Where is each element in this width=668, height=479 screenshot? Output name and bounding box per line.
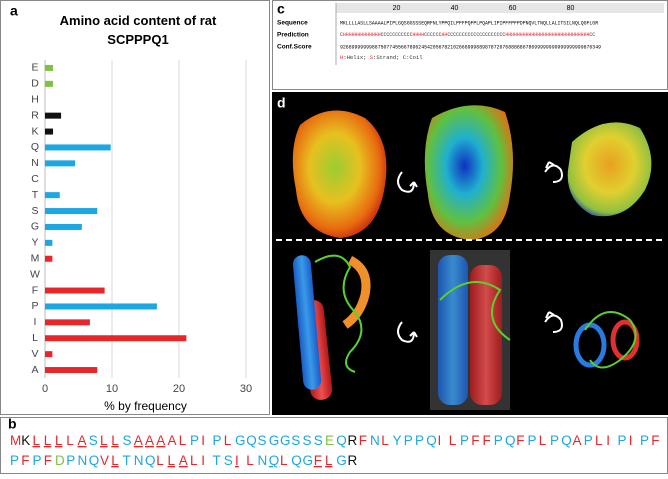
y-tick-label: V: [31, 348, 38, 360]
bar: [45, 367, 98, 374]
panel-c-frame: [272, 0, 668, 90]
y-tick-label: S: [31, 205, 38, 217]
row-text: CHHHHHHHHHHHHHCCCCCCCCCCCHHHHCCCCCCHHCCC…: [340, 32, 595, 38]
x-tick-label: 10: [106, 383, 118, 395]
bar: [45, 80, 54, 87]
sequence-line: P F P F D P N QV L T N QL L A L I T S I L N QL QGF L GR: [10, 453, 358, 468]
row-label: Sequence: [277, 20, 308, 27]
y-tick-label: T: [32, 189, 39, 201]
bar: [45, 192, 60, 199]
coil: [314, 254, 363, 373]
row-label: Prediction: [277, 32, 309, 39]
bar: [45, 239, 53, 246]
ruler-bar: [336, 3, 664, 13]
y-tick-label: D: [31, 78, 39, 90]
x-tick-label: 20: [173, 383, 185, 395]
helix: [438, 255, 468, 405]
y-tick-label: F: [32, 284, 38, 296]
surface: [424, 105, 514, 241]
bar: [45, 287, 105, 294]
helix: [342, 255, 371, 329]
bar: [45, 335, 187, 342]
y-tick-label: W: [30, 268, 40, 280]
rotation-arrows: [397, 161, 563, 343]
coil: [584, 311, 637, 369]
surface: [292, 110, 387, 238]
panel-label: c: [277, 1, 285, 17]
bar: [45, 303, 157, 310]
bar: [45, 112, 62, 119]
panel-label: d: [277, 95, 286, 111]
y-tick-label: N: [31, 157, 39, 169]
x-tick-label: 0: [42, 383, 48, 395]
bar: [45, 64, 54, 71]
y-tick-label: H: [31, 94, 39, 106]
y-tick-label: A: [31, 364, 38, 376]
helix: [573, 322, 607, 368]
helix: [470, 265, 502, 405]
ruler-label: 60: [509, 5, 517, 12]
y-tick-label: P: [31, 300, 38, 312]
sequence-panel: MK L L L L A S L L S A A A A L P I P L GQS GGS S S E QR F N L Y P P QI L…: [10, 433, 660, 468]
bar: [45, 255, 53, 262]
bar: [45, 128, 54, 135]
bar: [45, 223, 82, 230]
row-text: 9268999999988750774556678962454205678210…: [340, 44, 601, 50]
panel-label: b: [8, 416, 17, 432]
y-tick-label: C: [31, 173, 39, 185]
bar: [45, 160, 76, 167]
y-tick-label: M: [31, 253, 40, 265]
legend: H:Helix; S:Strand; C:Coil: [340, 54, 423, 61]
helix: [610, 319, 640, 361]
panel-a-frame: [0, 0, 270, 415]
bar-chart: Amino acid content of rat SCPPPQ1 0 10 20 30%…: [30, 13, 252, 413]
helix: [292, 255, 322, 390]
bar: [45, 351, 53, 358]
psipred-panel: 20 40 60 80 Sequence MKLLLLASLLSAAAALPIPLGQSG…: [277, 3, 664, 65]
panel-label: a: [10, 3, 18, 19]
ruler-label: 80: [567, 5, 575, 12]
row-text: MKLLLLASLLSAAAALPIPLGQSGGSSSEQRFNLYPPQIL…: [340, 20, 598, 26]
structure-images: [276, 105, 664, 410]
ruler-label: 40: [451, 5, 459, 12]
chart-title: Amino acid content of rat SCPPPQ1: [60, 13, 217, 47]
panel-b-frame: [0, 417, 668, 474]
coil: [439, 281, 511, 341]
x-tick-label: 30: [240, 383, 252, 395]
x-axis-label: % by frequency: [104, 399, 187, 413]
sequence-line: MK L L L L A S L L S A A A A L P I P L GQS GGS S S E QR F N L Y P P QI L…: [10, 433, 660, 448]
y-tick-label: I: [34, 316, 37, 328]
y-tick-label: K: [31, 125, 38, 137]
ruler-label: 20: [393, 5, 401, 12]
y-tick-label: Y: [31, 237, 38, 249]
y-tick-label: L: [32, 332, 38, 344]
y-tick-label: R: [31, 109, 39, 121]
bar: [45, 208, 98, 215]
bar: [45, 144, 111, 151]
y-tick-label: G: [31, 221, 39, 233]
row-label: Conf.Score: [277, 44, 312, 51]
y-tick-label: Q: [31, 141, 39, 153]
y-tick-label: E: [31, 62, 38, 74]
bar: [45, 319, 90, 326]
surface: [567, 122, 652, 217]
